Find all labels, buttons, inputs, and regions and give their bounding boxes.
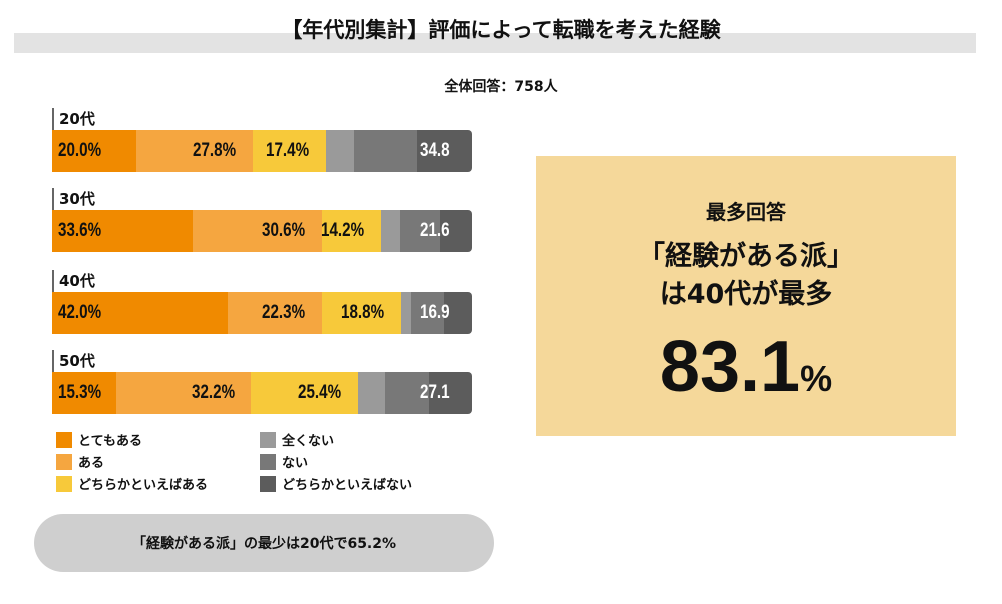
legend-swatch (56, 431, 72, 448)
category-label: 30代 (52, 188, 472, 210)
callout-box: 最多回答 「経験がある派」 は40代が最多 83.1% (536, 156, 956, 436)
bar-group: 30代 33.6% 30.6% 14.2% 21.6 (52, 188, 472, 252)
summary-note: 「経験がある派」の最少は20代で65.2% (34, 514, 494, 572)
negative-total-label: 21.6 (420, 220, 450, 241)
data-label: 42.0% (58, 302, 102, 323)
data-label: 33.6% (58, 220, 102, 241)
bar-segment (411, 292, 445, 334)
bar-segment (416, 130, 472, 172)
legend-item: ある (56, 452, 104, 471)
legend-item: とてもある (56, 430, 142, 449)
data-label: 25.4% (298, 382, 342, 403)
bar-segment (52, 292, 229, 334)
title-band (14, 33, 976, 53)
bar-segment (444, 292, 472, 334)
legend-label: ない (282, 456, 309, 471)
legend-swatch (56, 475, 72, 492)
bar-segment (381, 210, 401, 252)
bar-segment (401, 292, 412, 334)
category-label: 40代 (52, 270, 472, 292)
bar-group: 50代 15.3% 32.2% 25.4% 27.1 (52, 350, 472, 414)
legend-swatch (260, 431, 276, 448)
bar-segment (136, 130, 253, 172)
bar-segment (440, 210, 472, 252)
legend-item: 全くない (260, 430, 334, 449)
data-label: 17.4% (265, 140, 309, 161)
data-label: 15.3% (58, 382, 102, 403)
data-label: 22.3% (262, 302, 306, 323)
callout-line2: は40代が最多 (659, 279, 833, 310)
bar-segment (321, 210, 382, 252)
stacked-bar: 42.0% 22.3% 18.8% 16.9 (52, 292, 472, 334)
stacked-bar: 20.0% 27.8% 17.4% 34.8 (52, 130, 472, 172)
category-label: 20代 (52, 108, 472, 130)
callout-unit: % (800, 358, 833, 399)
callout-heading: 最多回答 (706, 200, 786, 224)
negative-total-label: 34.8 (420, 140, 450, 161)
data-label: 32.2% (191, 382, 235, 403)
legend-label: 全くない (282, 434, 335, 449)
bar-segment (193, 210, 322, 252)
legend-label: どちらかといえばある (78, 478, 209, 493)
bar-segment (400, 210, 441, 252)
bar-segment (52, 210, 194, 252)
legend-item: どちらかといえばない (260, 474, 412, 493)
negative-total-label: 27.1 (420, 382, 450, 403)
legend-label: ある (78, 456, 105, 471)
bar-segment (228, 292, 323, 334)
callout-value: 83.1% (536, 326, 956, 408)
data-label: 18.8% (341, 302, 385, 323)
data-label: 14.2% (321, 220, 365, 241)
stacked-bar: 33.6% 30.6% 14.2% 21.6 (52, 210, 472, 252)
bar-segment (358, 372, 386, 414)
bar-segment (251, 372, 359, 414)
bar-group: 20代 20.0% 27.8% 17.4% 34.8 (52, 108, 472, 172)
legend-item: ない (260, 452, 308, 471)
callout-line1: 「経験がある派」 (638, 241, 854, 272)
bar-segment (52, 130, 136, 172)
chart-subtitle: 全体回答：758人 (444, 79, 558, 95)
legend-label: どちらかといえばない (282, 478, 413, 493)
data-label: 20.0% (58, 140, 102, 161)
legend-swatch (260, 475, 276, 492)
legend-swatch (260, 453, 276, 470)
bar-segment (428, 372, 472, 414)
category-label: 50代 (52, 350, 472, 372)
data-label: 30.6% (261, 220, 305, 241)
negative-total-label: 16.9 (420, 302, 450, 323)
bar-segment (52, 372, 117, 414)
data-label: 27.8% (192, 140, 236, 161)
callout-text: 「経験がある派」 は40代が最多 (536, 238, 956, 314)
bar-segment (252, 130, 326, 172)
bar-segment (325, 130, 354, 172)
legend-swatch (56, 453, 72, 470)
chart-title: 【年代別集計】評価によって転職を考えた経験 (281, 18, 721, 42)
bar-segment (353, 130, 417, 172)
callout-number: 83.1 (659, 327, 801, 407)
legend-label: とてもある (78, 434, 142, 449)
legend-item: どちらかといえばある (56, 474, 208, 493)
bar-segment (322, 292, 401, 334)
bar-segment (385, 372, 429, 414)
bar-segment (116, 372, 252, 414)
bar-group: 40代 42.0% 22.3% 18.8% 16.9 (52, 270, 472, 334)
stacked-bar: 15.3% 32.2% 25.4% 27.1 (52, 372, 472, 414)
